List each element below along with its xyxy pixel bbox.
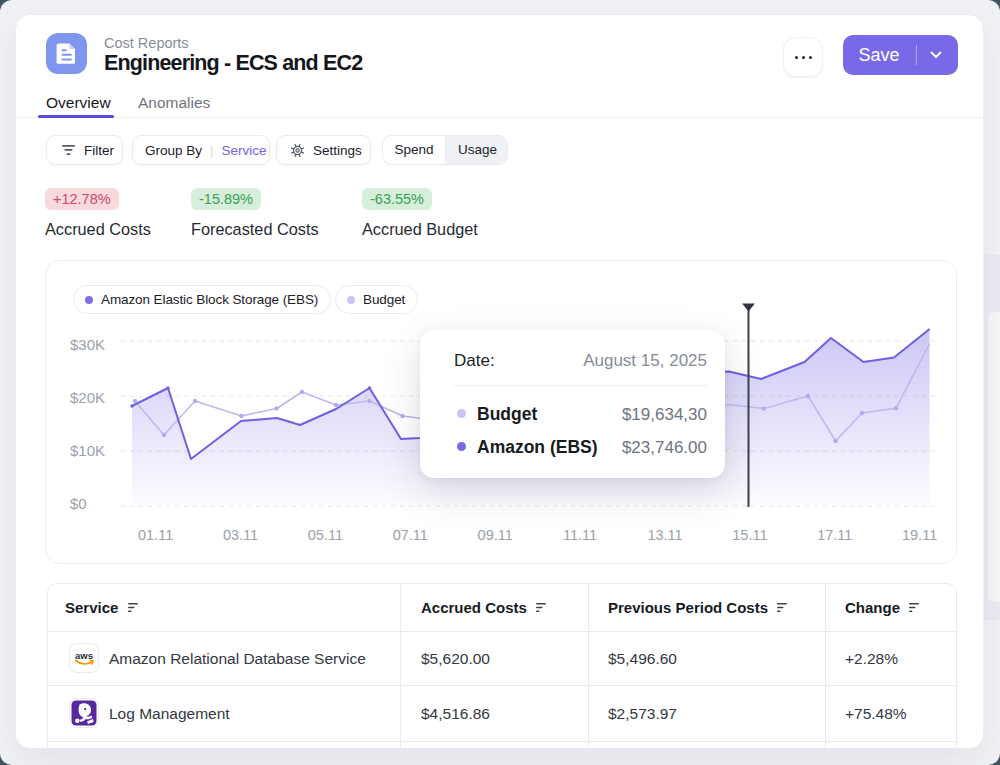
svg-text:aws: aws <box>75 650 93 661</box>
